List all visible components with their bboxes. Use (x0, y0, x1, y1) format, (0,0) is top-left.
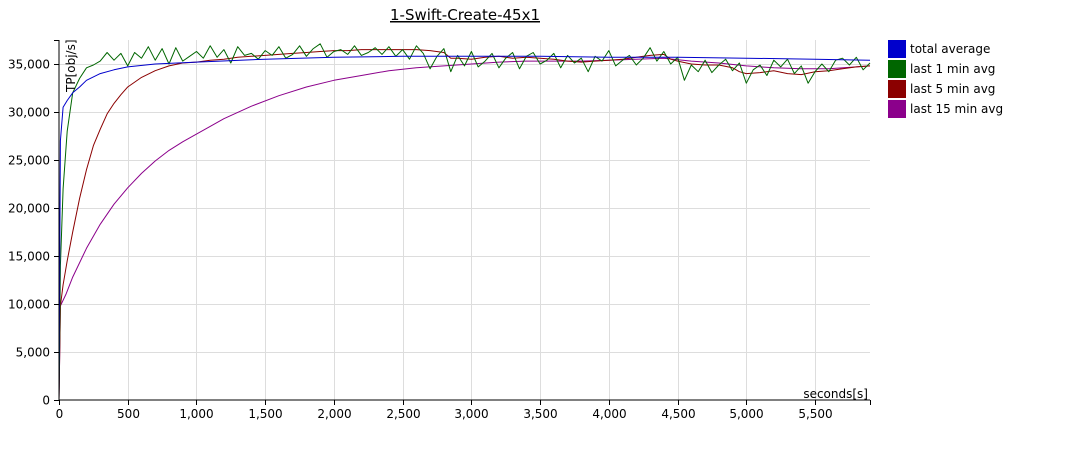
series-line-total-average (58, 55, 871, 401)
y-tick-label: 0 (42, 394, 50, 408)
x-tick-label: 0 (56, 407, 64, 421)
x-tick-label: 1,000 (179, 407, 213, 421)
x-axis-label: seconds[s] (803, 387, 868, 401)
y-tick-label: 25,000 (8, 154, 50, 168)
x-tick-label: 4,000 (592, 407, 626, 421)
chart-title: 1-Swift-Create-45x1 (390, 6, 540, 24)
x-ticks: 0 500 1,000 1,500 2,000 2,500 3,000 3,500 4,000 4… (56, 400, 871, 421)
legend-swatch (888, 60, 906, 78)
y-tick-label: 5,000 (16, 346, 50, 360)
axes (58, 40, 870, 401)
x-tick-label: 3,500 (523, 407, 557, 421)
y-tick-label: 10,000 (8, 298, 50, 312)
legend-label: total average (910, 42, 990, 56)
legend-swatch (888, 100, 906, 118)
y-ticks: 0 5,000 10,000 15,000 20,000 25,000 30,000 35,0… (8, 40, 59, 408)
x-tick-label: 2,500 (386, 407, 420, 421)
x-tick-label: 5,500 (798, 407, 832, 421)
legend-label: last 5 min avg (910, 82, 995, 96)
legend: total average last 1 min avg last 5 min av… (888, 40, 1003, 118)
y-tick-label: 30,000 (8, 106, 50, 120)
legend-label: last 1 min avg (910, 62, 995, 76)
y-tick-label: 20,000 (8, 202, 50, 216)
x-tick-label: 1,500 (248, 407, 282, 421)
x-tick-label: 4,500 (661, 407, 695, 421)
series-line-last-1-min-avg (58, 43, 871, 401)
x-tick-label: 2,000 (317, 407, 351, 421)
x-tick-label: 500 (117, 407, 140, 421)
x-tick-label: 5,000 (729, 407, 763, 421)
y-tick-label: 35,000 (8, 58, 50, 72)
y-tick-label: 15,000 (8, 250, 50, 264)
legend-label: last 15 min avg (910, 102, 1003, 116)
legend-swatch (888, 40, 906, 58)
series-line-last-15-min-avg (58, 57, 871, 401)
series-lines (58, 43, 871, 401)
y-axis-label: TP[obj/s] (64, 39, 78, 93)
legend-swatch (888, 80, 906, 98)
x-tick-label: 3,000 (454, 407, 488, 421)
series-line-last-5-min-avg (58, 49, 871, 401)
grid-lines (59, 40, 870, 400)
